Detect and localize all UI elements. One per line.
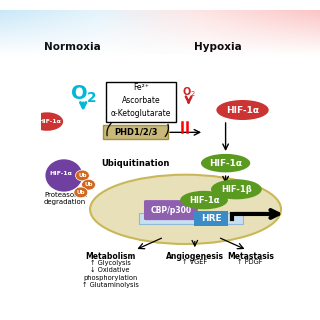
Text: HIF-1β: HIF-1β <box>221 185 252 194</box>
Text: Metabolism: Metabolism <box>85 252 135 261</box>
Ellipse shape <box>180 191 228 209</box>
Text: Metastasis: Metastasis <box>227 252 274 261</box>
Text: Hypoxia: Hypoxia <box>194 42 242 52</box>
Text: Angiogenesis: Angiogenesis <box>166 252 224 261</box>
Text: Ubiquitination: Ubiquitination <box>101 159 169 168</box>
Ellipse shape <box>45 159 82 192</box>
Text: $\mathbf{O_2}$: $\mathbf{O_2}$ <box>69 84 97 105</box>
FancyBboxPatch shape <box>139 213 243 224</box>
FancyBboxPatch shape <box>144 200 198 220</box>
Text: HIF-1α: HIF-1α <box>189 196 219 204</box>
FancyBboxPatch shape <box>106 82 176 122</box>
Ellipse shape <box>90 175 281 244</box>
Text: Normoxia: Normoxia <box>44 42 100 52</box>
FancyBboxPatch shape <box>103 125 168 139</box>
Text: Ub: Ub <box>76 190 85 195</box>
Ellipse shape <box>211 179 262 199</box>
Text: ↑ Glycolysis
↓ Oxidative
phosphorylation
↑ Glutaminolysis: ↑ Glycolysis ↓ Oxidative phosphorylation… <box>82 260 139 288</box>
Text: CBP/p300: CBP/p300 <box>150 206 191 215</box>
Text: ↑ VGEF: ↑ VGEF <box>182 260 207 265</box>
Ellipse shape <box>201 154 250 172</box>
FancyBboxPatch shape <box>195 211 228 226</box>
Ellipse shape <box>74 187 88 198</box>
Text: HIF-1α: HIF-1α <box>49 171 72 176</box>
Text: HIF-1α: HIF-1α <box>226 106 259 115</box>
Ellipse shape <box>216 100 269 120</box>
Text: HIF-1α: HIF-1α <box>39 119 61 124</box>
Ellipse shape <box>76 170 89 181</box>
Text: PHD1/2/3: PHD1/2/3 <box>114 128 157 137</box>
Text: HRE: HRE <box>201 214 221 223</box>
Text: Ub: Ub <box>78 173 87 178</box>
Ellipse shape <box>82 179 95 190</box>
Text: O$_2$: O$_2$ <box>182 85 196 99</box>
Ellipse shape <box>31 112 63 131</box>
Text: Fe²⁺
Ascorbate
α-Ketoglutarate: Fe²⁺ Ascorbate α-Ketoglutarate <box>111 84 171 118</box>
Text: HIF-1α: HIF-1α <box>209 159 242 168</box>
Text: ↑ PDGF: ↑ PDGF <box>237 260 263 265</box>
Text: Proteasomal
degradation: Proteasomal degradation <box>44 192 87 205</box>
Text: Ub: Ub <box>84 182 93 187</box>
